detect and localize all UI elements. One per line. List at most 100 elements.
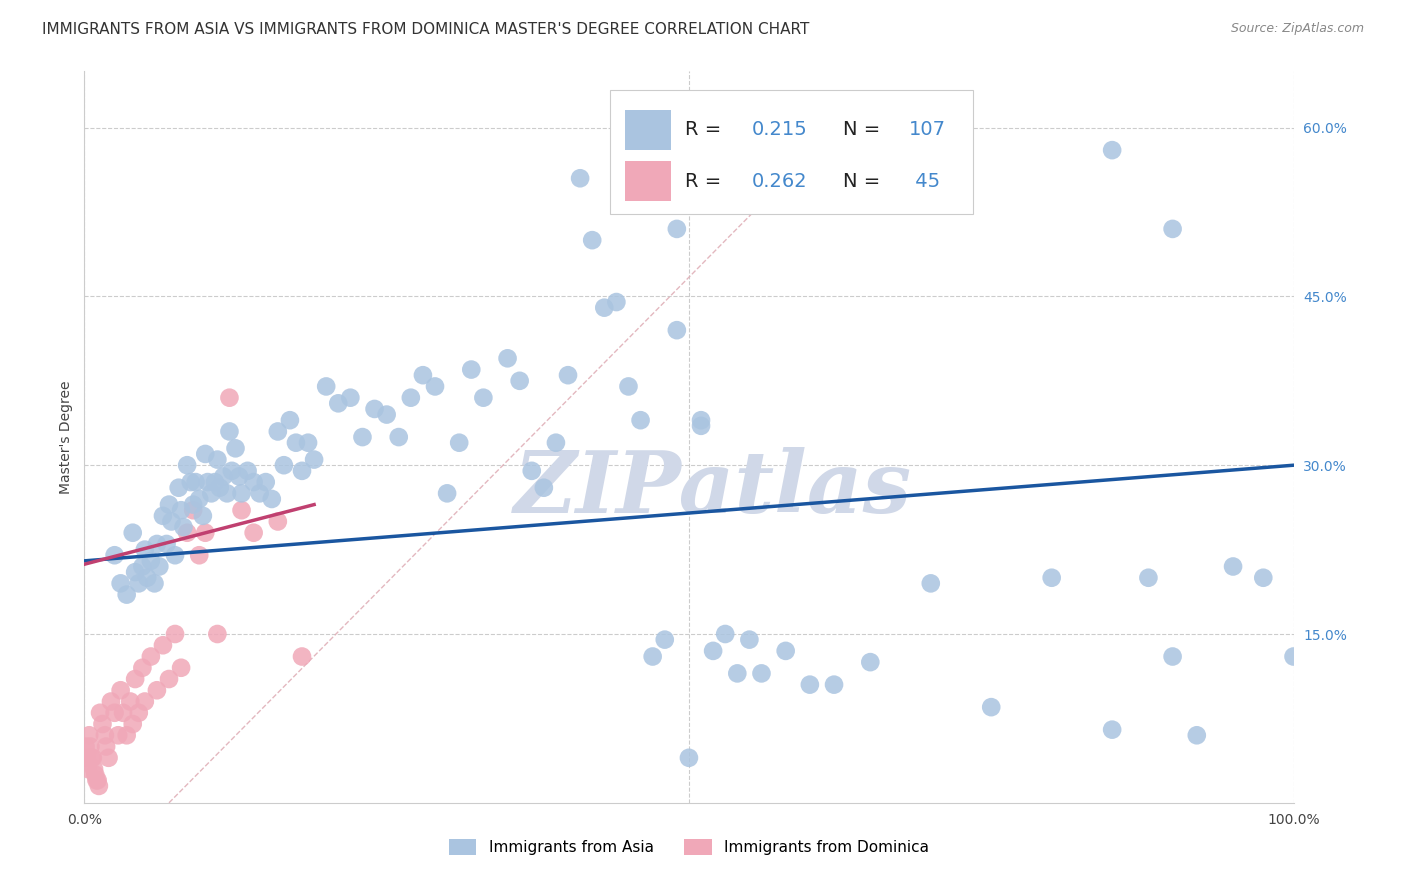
Point	[399, 391, 422, 405]
Point	[617, 379, 640, 393]
Point	[352, 430, 374, 444]
Point	[184, 475, 207, 489]
Point	[267, 515, 290, 529]
Point	[167, 481, 190, 495]
Point	[1185, 728, 1208, 742]
FancyBboxPatch shape	[610, 90, 973, 214]
Text: R =: R =	[685, 120, 728, 139]
Point	[569, 171, 592, 186]
Point	[278, 413, 301, 427]
Point	[751, 666, 773, 681]
Point	[215, 486, 238, 500]
Point	[194, 525, 217, 540]
Point	[1137, 571, 1160, 585]
Point	[100, 694, 122, 708]
Point	[176, 458, 198, 473]
Point	[339, 391, 361, 405]
Point	[77, 728, 100, 742]
Point	[110, 576, 132, 591]
Point	[191, 508, 214, 523]
Text: 0.215: 0.215	[752, 120, 807, 139]
Point	[157, 672, 180, 686]
Bar	[624, 161, 671, 202]
Point	[284, 435, 308, 450]
Point	[1040, 571, 1063, 585]
Point	[775, 644, 797, 658]
Point	[148, 559, 170, 574]
Point	[165, 548, 187, 562]
Point	[593, 301, 616, 315]
Point	[1253, 571, 1275, 585]
Point	[472, 391, 495, 405]
Point	[170, 503, 193, 517]
Point	[388, 430, 411, 444]
Point	[181, 498, 204, 512]
Point	[131, 559, 153, 574]
Point	[460, 362, 482, 376]
Point	[86, 773, 108, 788]
Point	[678, 751, 700, 765]
Point	[654, 632, 676, 647]
Point	[188, 491, 211, 506]
Bar	[624, 110, 671, 150]
Point	[690, 413, 713, 427]
Point	[799, 678, 821, 692]
Point	[84, 767, 107, 781]
Point	[291, 464, 314, 478]
Point	[231, 503, 253, 517]
Point	[110, 683, 132, 698]
Point	[412, 368, 434, 383]
Point	[249, 486, 271, 500]
Text: 45: 45	[910, 171, 941, 191]
Point	[131, 661, 153, 675]
Point	[557, 368, 579, 383]
Point	[91, 717, 114, 731]
Point	[260, 491, 283, 506]
Point	[104, 706, 127, 720]
Text: 0.262: 0.262	[752, 171, 807, 191]
Point	[302, 452, 325, 467]
Point	[273, 458, 295, 473]
Point	[115, 728, 138, 742]
Point	[690, 418, 713, 433]
Point	[980, 700, 1002, 714]
Point	[128, 706, 150, 720]
Point	[231, 486, 253, 500]
Point	[170, 661, 193, 675]
Point	[80, 751, 103, 765]
Legend: Immigrants from Asia, Immigrants from Dominica: Immigrants from Asia, Immigrants from Do…	[443, 833, 935, 861]
Text: ZIPatlas: ZIPatlas	[515, 447, 912, 530]
Point	[165, 627, 187, 641]
Point	[254, 475, 277, 489]
Point	[665, 222, 688, 236]
Point	[157, 498, 180, 512]
Point	[188, 548, 211, 562]
Point	[83, 762, 105, 776]
Point	[82, 751, 104, 765]
Point	[533, 481, 555, 495]
Point	[423, 379, 446, 393]
Text: N =: N =	[842, 120, 886, 139]
Point	[152, 638, 174, 652]
Point	[146, 537, 169, 551]
Point	[107, 728, 129, 742]
Point	[665, 323, 688, 337]
Point	[702, 644, 724, 658]
Point	[194, 447, 217, 461]
Point	[823, 678, 845, 692]
Point	[218, 425, 240, 439]
Y-axis label: Master's Degree: Master's Degree	[59, 380, 73, 494]
Point	[738, 632, 761, 647]
Point	[75, 739, 97, 754]
Point	[212, 469, 235, 483]
Text: 107: 107	[910, 120, 946, 139]
Text: IMMIGRANTS FROM ASIA VS IMMIGRANTS FROM DOMINICA MASTER'S DEGREE CORRELATION CHA: IMMIGRANTS FROM ASIA VS IMMIGRANTS FROM …	[42, 22, 810, 37]
Point	[104, 548, 127, 562]
Point	[87, 779, 110, 793]
Point	[176, 525, 198, 540]
Point	[139, 554, 162, 568]
Point	[725, 666, 748, 681]
Point	[134, 542, 156, 557]
Point	[89, 706, 111, 720]
Point	[520, 464, 543, 478]
